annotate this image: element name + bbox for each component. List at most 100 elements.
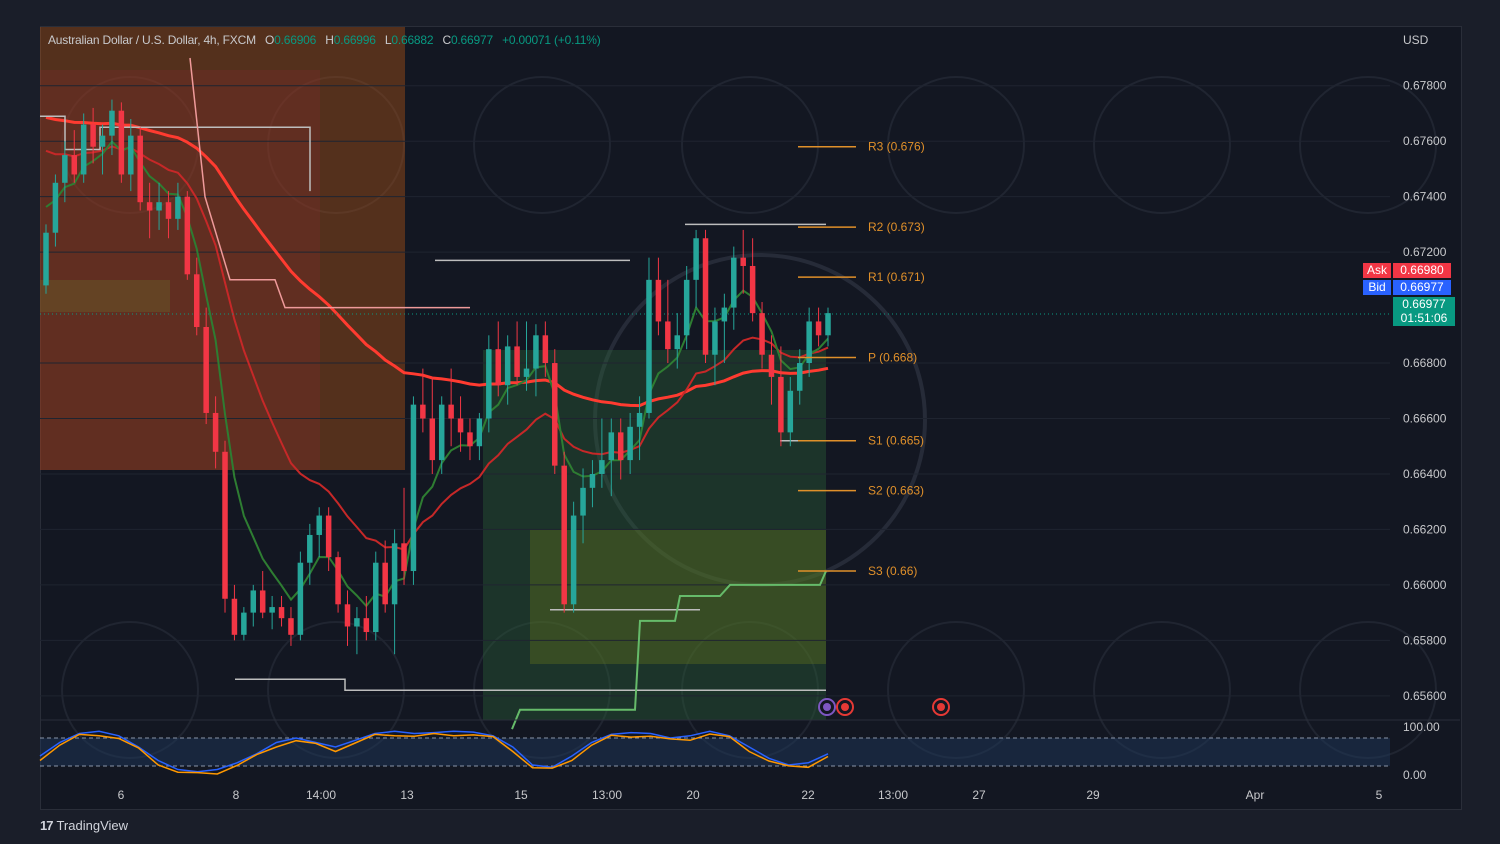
- stochastic-panel: 100.00 0.00: [39, 719, 1460, 782]
- tradingview-brand[interactable]: 17 TradingView: [40, 818, 128, 833]
- watermark-seal: [1299, 76, 1437, 214]
- time-tick-label: 15: [514, 788, 528, 802]
- candle-body: [344, 604, 351, 627]
- pivot-label: S3 (0.66): [868, 564, 917, 578]
- candle-body: [749, 265, 756, 314]
- candle-body: [307, 534, 313, 563]
- candle-body: [99, 135, 106, 147]
- low-key: L: [384, 33, 392, 47]
- candle-body: [721, 307, 728, 322]
- price-tick-label: 0.66800: [1403, 356, 1447, 370]
- upper-channel-line: [40, 115, 311, 192]
- price-axis[interactable]: 0.67800 0.67600 0.67400 0.67200 0.66800 0.666…: [1403, 79, 1447, 703]
- candle-body: [448, 404, 454, 419]
- watermark-layer: [61, 76, 1437, 759]
- time-axis[interactable]: 6 8 14:00 13 15 13:00 20 22 13:00 27 29 Apr 5: [118, 788, 1383, 802]
- price-tick-label: 0.66200: [1403, 522, 1447, 536]
- stoch-d-line: [39, 732, 829, 775]
- candle-body: [193, 274, 200, 327]
- price-tick-label: 0.67600: [1403, 134, 1447, 148]
- pivot-label: S2 (0.663): [868, 484, 924, 498]
- candle-body: [118, 110, 125, 175]
- close-value: 0.66977: [450, 33, 493, 47]
- candle-body: [363, 618, 370, 633]
- candle-body: [401, 543, 407, 572]
- red-zone: [40, 70, 320, 470]
- symbol-legend: Australian Dollar / U.S. Dollar, 4h, FXC…: [48, 33, 601, 47]
- candle-body: [90, 124, 96, 147]
- event-dot: [823, 703, 831, 711]
- candle-body: [514, 346, 520, 377]
- candle-body: [467, 432, 473, 447]
- candle-body: [486, 349, 492, 419]
- candle-body: [702, 238, 709, 355]
- last-price-tag: 0.66977: [1393, 297, 1455, 312]
- high-key: H: [325, 33, 334, 47]
- bid-tag: Bid: [1363, 280, 1391, 295]
- candle-body: [156, 202, 162, 211]
- candle-body: [269, 607, 275, 613]
- event-icons[interactable]: [818, 698, 950, 716]
- stoch-k-line: [39, 730, 829, 773]
- candle-body: [617, 432, 624, 461]
- watermark-seal: [267, 76, 405, 214]
- watermark-seal: [681, 76, 819, 214]
- open-value: 0.66906: [274, 33, 317, 47]
- candle-body: [175, 196, 181, 219]
- pivot-label: R1 (0.671): [868, 270, 925, 284]
- candles: [43, 99, 831, 655]
- price-tick-label: 0.66400: [1403, 467, 1447, 481]
- candle-body: [288, 618, 294, 635]
- pivot-levels: R3 (0.676) R2 (0.673) R1 (0.671) P (0.668) S…: [798, 140, 925, 578]
- watermark-seal: [1093, 76, 1231, 214]
- candle-body: [495, 349, 501, 386]
- high-value: 0.66996: [333, 33, 376, 47]
- candle-body: [570, 515, 577, 605]
- pivot-label: S1 (0.665): [868, 434, 924, 448]
- candle-body: [787, 390, 794, 433]
- candle-body: [382, 562, 388, 605]
- price-tick-label: 0.66000: [1403, 578, 1447, 592]
- pivot-label: P (0.668): [868, 350, 917, 364]
- candle-body: [297, 562, 304, 635]
- time-tick-label: 22: [801, 788, 815, 802]
- candle-body: [231, 598, 238, 635]
- candle-body: [712, 321, 718, 355]
- candle-body: [674, 335, 681, 350]
- candle-body: [542, 335, 549, 364]
- candle-body: [146, 202, 153, 211]
- candle-body: [627, 426, 633, 461]
- watermark-seal: [61, 621, 199, 759]
- time-tick-label: 13:00: [878, 788, 908, 802]
- trailing-stop-line: [511, 570, 827, 730]
- watermark-seal: [1093, 621, 1231, 759]
- candle-body: [259, 590, 266, 613]
- supertrend-line: [189, 57, 470, 309]
- candle-body: [203, 326, 209, 413]
- candle-body: [504, 346, 511, 386]
- change-value: +0.00071 (+0.11%): [502, 33, 601, 47]
- candle-body: [71, 155, 78, 175]
- candle-body: [52, 182, 59, 233]
- candle-body: [128, 135, 134, 175]
- ema-mid-line: [45, 145, 829, 551]
- candle-body: [165, 202, 172, 219]
- ask-price-tag: 0.66980: [1393, 263, 1451, 278]
- currency-label: USD: [1403, 33, 1429, 47]
- price-tick-label: 0.66600: [1403, 412, 1447, 426]
- price-tick-label: 0.67200: [1403, 245, 1447, 259]
- candle-body: [316, 515, 322, 535]
- candle-body: [438, 404, 445, 461]
- tradingview-logo-icon: 17: [40, 818, 54, 833]
- candle-body: [806, 321, 812, 364]
- candle-body: [655, 279, 662, 322]
- candle-body: [476, 418, 483, 447]
- time-tick-label: 14:00: [306, 788, 336, 802]
- open-key: O: [265, 33, 275, 47]
- watermark-seal: [61, 76, 199, 214]
- time-tick-label: 5: [1376, 788, 1383, 802]
- candle-body: [533, 335, 539, 369]
- low-value: 0.66882: [391, 33, 434, 47]
- candle-body: [580, 487, 586, 516]
